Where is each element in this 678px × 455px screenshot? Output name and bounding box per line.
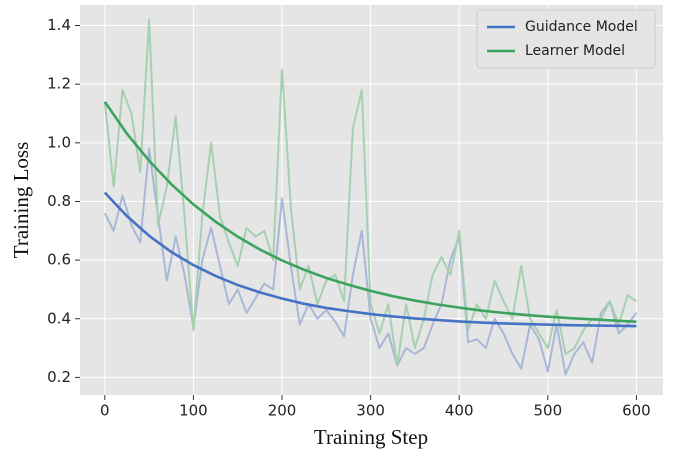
raw-line bbox=[103, 18, 637, 367]
y-tick-label: 0.6 bbox=[47, 251, 71, 269]
y-tick-label: 0.2 bbox=[47, 368, 71, 386]
y-tick-label: 0.8 bbox=[47, 192, 71, 210]
y-tick-label: 0.4 bbox=[47, 309, 71, 327]
x-tick-label: 100 bbox=[179, 402, 208, 420]
legend-label: Guidance Model bbox=[525, 19, 638, 35]
x-axis-label: Training Step bbox=[314, 425, 428, 449]
y-axis-label: Training Loss bbox=[9, 142, 33, 259]
x-tick-label: 400 bbox=[445, 402, 474, 420]
plot-area bbox=[80, 5, 663, 395]
legend-label: Learner Model bbox=[525, 43, 625, 59]
trend-line bbox=[103, 191, 637, 328]
x-tick-label: 300 bbox=[356, 402, 385, 420]
trend-line bbox=[103, 101, 637, 323]
legend: Guidance Model Learner Model bbox=[476, 9, 656, 69]
y-tick-label: 1.2 bbox=[47, 75, 71, 93]
y-tick-label: 1.4 bbox=[47, 16, 71, 34]
x-tick-label: 500 bbox=[533, 402, 562, 420]
x-tick-label: 0 bbox=[100, 402, 110, 420]
legend-box bbox=[476, 9, 656, 69]
x-tick-label: 200 bbox=[268, 402, 297, 420]
y-tick-label: 1.0 bbox=[47, 133, 71, 151]
x-tick-label: 600 bbox=[622, 402, 651, 420]
